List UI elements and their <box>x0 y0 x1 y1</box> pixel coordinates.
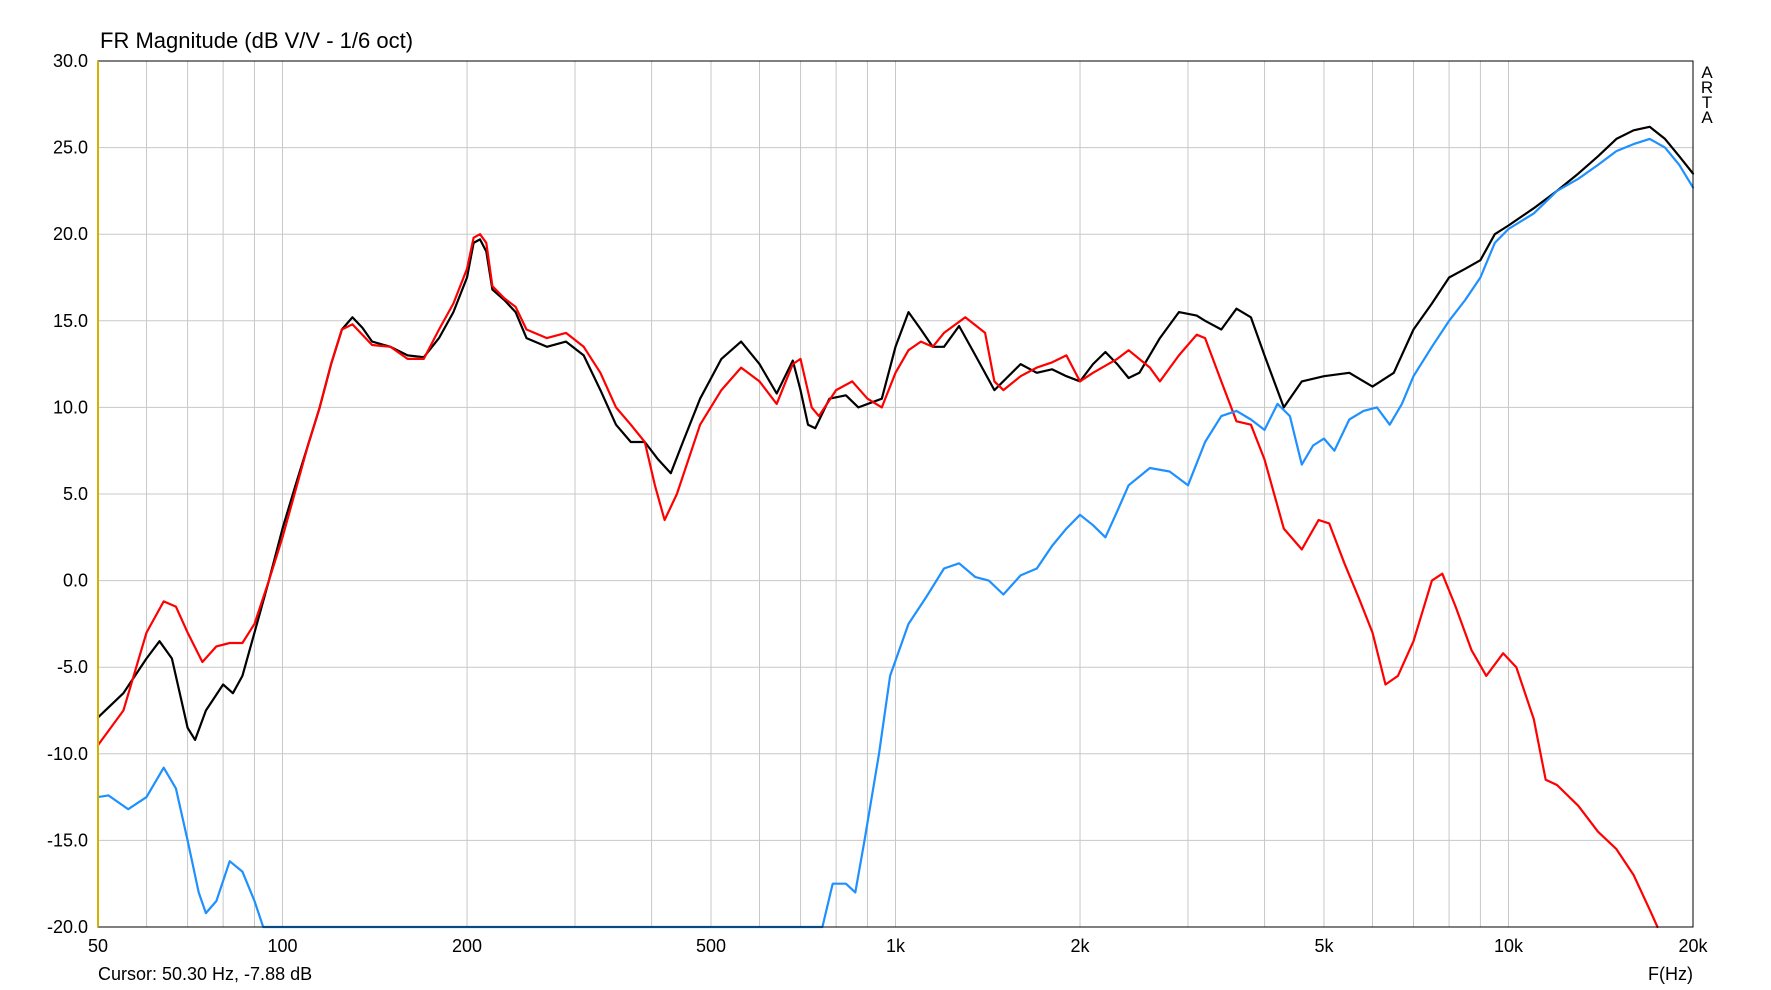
x-tick-label: 5k <box>1314 936 1334 956</box>
y-tick-label: -20.0 <box>47 917 88 937</box>
watermark-letter: A <box>1701 108 1713 127</box>
series-lines <box>96 125 1695 929</box>
y-tick-label: 0.0 <box>63 571 88 591</box>
cursor-readout: Cursor: 50.30 Hz, -7.88 dB <box>98 964 312 984</box>
y-tick-label: 20.0 <box>53 224 88 244</box>
y-tick-label: 15.0 <box>53 311 88 331</box>
x-tick-label: 200 <box>452 936 482 956</box>
chart-title: FR Magnitude (dB V/V - 1/6 oct) <box>100 28 413 53</box>
x-tick-label: 1k <box>886 936 906 956</box>
y-tick-label: -15.0 <box>47 830 88 850</box>
x-tick-label: 10k <box>1494 936 1524 956</box>
x-tick-labels: 50 100 200 500 1k 2k 5k 10k 20k <box>88 936 1709 956</box>
series-line-3 <box>96 137 1695 929</box>
x-axis-label: F(Hz) <box>1648 964 1693 984</box>
series-line-2 <box>96 233 1659 929</box>
y-tick-label: 10.0 <box>53 397 88 417</box>
x-tick-label: 2k <box>1071 936 1091 956</box>
y-tick-labels: 30.0 25.0 20.0 15.0 10.0 5.0 0.0 -5.0 -10.0 -15.0… <box>47 51 88 937</box>
y-tick-label: 25.0 <box>53 138 88 158</box>
x-tick-label: 500 <box>696 936 726 956</box>
watermark-letter: A <box>1701 63 1713 82</box>
y-tick-label: -10.0 <box>47 744 88 764</box>
y-tick-label: 30.0 <box>53 51 88 71</box>
watermark-letter: R <box>1701 78 1713 97</box>
x-tick-label: 50 <box>88 936 108 956</box>
x-tick-label: 20k <box>1678 936 1708 956</box>
y-tick-label: -5.0 <box>57 657 88 677</box>
y-tick-label: 5.0 <box>63 484 88 504</box>
x-tick-label: 100 <box>268 936 298 956</box>
watermark-letter: T <box>1702 93 1712 112</box>
grid-lines <box>97 60 1694 928</box>
